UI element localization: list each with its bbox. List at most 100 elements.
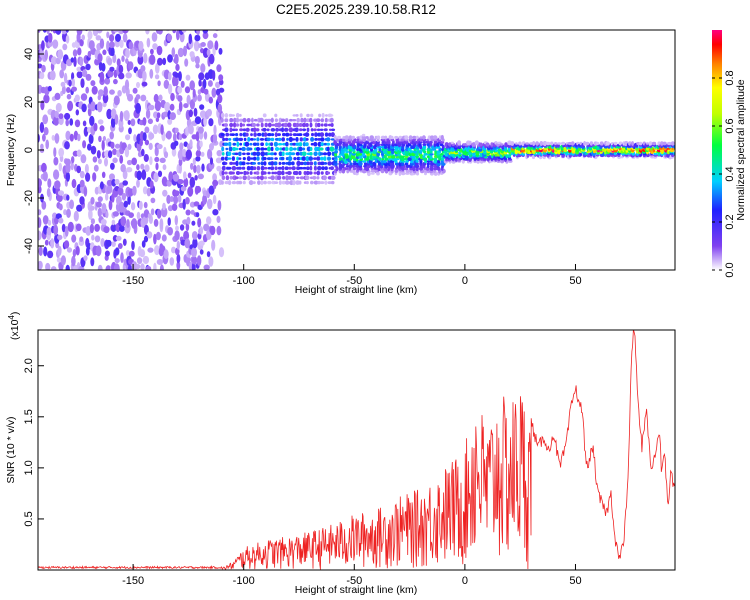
spectrogram-cell bbox=[422, 143, 427, 146]
spectrogram-cell bbox=[47, 219, 52, 226]
spectrogram-cell bbox=[203, 131, 208, 140]
spectrogram-cell bbox=[142, 70, 147, 82]
spectrogram-cell bbox=[188, 124, 194, 135]
spectrogram-cell bbox=[422, 144, 427, 150]
spectrogram-cell bbox=[139, 249, 146, 258]
spectrogram-cell bbox=[330, 175, 336, 180]
spectrogram-cell bbox=[288, 133, 293, 137]
spectrogram-cell bbox=[277, 133, 281, 137]
spectrogram-cell bbox=[327, 161, 332, 166]
spectrogram-cell bbox=[89, 223, 94, 234]
spectrogram-cell bbox=[314, 122, 318, 128]
spectrogram-cell bbox=[295, 142, 300, 146]
spectrogram-cell bbox=[218, 47, 223, 55]
spectrogram-cell bbox=[153, 93, 159, 103]
spectrogram-cell bbox=[273, 171, 278, 175]
spectrogram-cell bbox=[344, 167, 349, 170]
spectrogram-cell bbox=[75, 109, 80, 116]
spectrogram-cell bbox=[295, 114, 299, 117]
spectrogram-cell bbox=[246, 156, 251, 162]
snr-y-ticks: 0.5 1.0 1.5 2.0 bbox=[23, 358, 44, 527]
spectrogram-cell bbox=[96, 150, 101, 159]
x-tick-label: 50 bbox=[569, 275, 581, 287]
spectrogram-cell bbox=[79, 179, 85, 188]
spectrogram-cell bbox=[140, 65, 146, 73]
spectrogram-cell bbox=[298, 123, 303, 127]
snr-y-label: SNR (10 * v/v) bbox=[5, 416, 17, 483]
spectrogram-cell bbox=[80, 154, 87, 164]
spectrogram-cell bbox=[436, 154, 442, 159]
spectrogram-cell bbox=[42, 114, 49, 125]
spectrogram-cell bbox=[206, 49, 211, 57]
spectrogram-cell bbox=[110, 162, 115, 170]
spectrogram-cell bbox=[304, 175, 310, 181]
spectrogram-cell bbox=[83, 255, 88, 261]
spectrogram-cell bbox=[38, 30, 41, 33]
spectrogram-cell bbox=[142, 132, 147, 142]
spectrogram-cell bbox=[145, 265, 152, 270]
spectrogram-cell bbox=[283, 127, 289, 132]
spectrogram-cell bbox=[185, 223, 190, 231]
spectrogram-cell bbox=[193, 107, 198, 117]
spectrogram-cell bbox=[288, 151, 292, 156]
spectrogram-cell bbox=[189, 99, 195, 110]
spectrogram-cell bbox=[270, 157, 274, 161]
spectrogram-cell bbox=[196, 30, 200, 36]
spectrogram-cell bbox=[124, 147, 130, 158]
spectrogram-cell bbox=[53, 169, 60, 180]
spectrogram-cell bbox=[256, 166, 261, 171]
spectrogram-cell bbox=[450, 141, 454, 144]
spectrogram-cell bbox=[234, 176, 239, 180]
spectrogram-cell bbox=[296, 117, 300, 123]
spectrogram-cell bbox=[260, 122, 264, 128]
spectrogram-panel: -150 -100 -50 0 50 -40 -20 0 20 40 Height of str… bbox=[5, 29, 678, 296]
spectrogram-cell bbox=[329, 146, 335, 152]
spectrogram-cell bbox=[230, 133, 236, 137]
spectrogram-cell bbox=[359, 140, 364, 145]
spectrogram-cell bbox=[301, 147, 306, 151]
spectrogram-cell bbox=[117, 243, 123, 249]
spectrogram-cell bbox=[288, 136, 293, 142]
spectrogram-cell bbox=[160, 124, 164, 136]
spectrogram-cell bbox=[265, 142, 268, 147]
spectrogram-cell bbox=[216, 150, 223, 157]
spectrogram-cell bbox=[144, 126, 150, 134]
spectrogram-cell bbox=[405, 169, 411, 173]
spectrogram-cell bbox=[85, 225, 92, 236]
spectrogram-cell bbox=[429, 162, 435, 166]
spectrogram-cell bbox=[212, 209, 219, 216]
spectrogram-cell bbox=[380, 162, 385, 166]
spectrogram-cell bbox=[221, 146, 225, 152]
spectrogram-cell bbox=[115, 33, 121, 43]
spectrogram-cell bbox=[224, 123, 228, 127]
spectrogram-cell bbox=[243, 137, 247, 142]
spectrogram-cell bbox=[361, 160, 367, 163]
spectrogram-cell bbox=[675, 150, 678, 153]
spectrogram-cell bbox=[238, 176, 243, 180]
spectrogram-cell bbox=[131, 157, 137, 166]
spectrogram-cell bbox=[174, 127, 179, 134]
spectrogram-cell bbox=[246, 162, 250, 165]
spectrogram-cell bbox=[231, 156, 235, 161]
spectrogram-cell bbox=[197, 94, 202, 102]
spectrogram-cell bbox=[121, 192, 127, 201]
spectrogram-cell bbox=[257, 180, 261, 185]
spectrogram-cell bbox=[42, 133, 46, 142]
spectrogram-cell bbox=[317, 161, 322, 166]
spectrogram-cell bbox=[214, 40, 219, 51]
snr-panel: -150 -100 -50 0 50 0.5 1.0 1.5 2.0 Height of st… bbox=[5, 312, 676, 596]
spectrogram-cell bbox=[259, 175, 264, 181]
spectrogram-cell bbox=[46, 227, 52, 236]
spectrogram-cell bbox=[54, 180, 61, 190]
spectrogram-cell bbox=[150, 197, 156, 204]
spectrogram-cell bbox=[154, 156, 160, 163]
spectrogram-cell bbox=[65, 119, 69, 127]
spectrogram-cell bbox=[292, 180, 296, 186]
spectrogram-cell bbox=[247, 137, 251, 142]
spectrogram-cell bbox=[189, 51, 195, 58]
spectrogram-cell bbox=[422, 155, 426, 159]
spectrogram-cell bbox=[287, 156, 293, 162]
spectrogram-cell bbox=[142, 186, 148, 195]
spectrogram-cell bbox=[211, 87, 217, 98]
spectrogram-cell bbox=[274, 137, 280, 141]
